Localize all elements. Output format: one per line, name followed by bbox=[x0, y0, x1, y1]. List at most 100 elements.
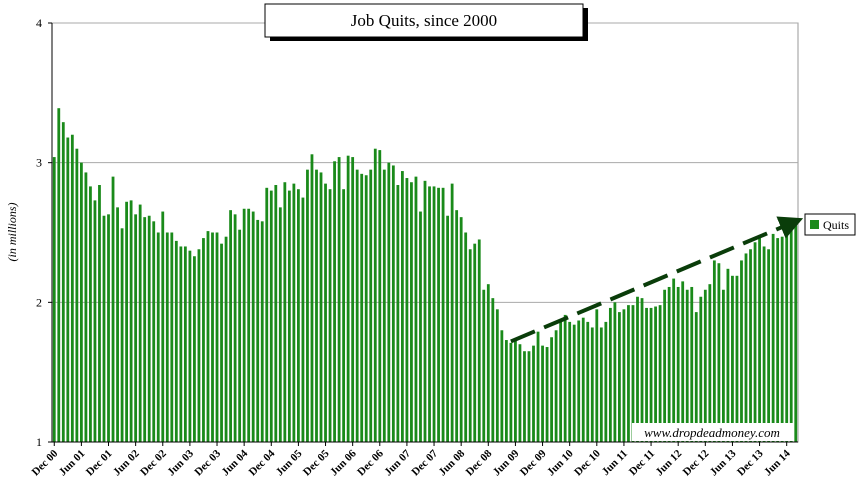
bar bbox=[599, 327, 603, 442]
bar bbox=[667, 286, 671, 442]
bar bbox=[120, 228, 124, 442]
bar bbox=[486, 284, 490, 442]
legend: Quits bbox=[804, 213, 856, 236]
bar bbox=[658, 305, 662, 442]
x-tick-label: Dec 01 bbox=[84, 448, 115, 479]
bar bbox=[287, 190, 291, 442]
bar bbox=[464, 232, 468, 442]
x-tick-label: Dec 09 bbox=[518, 447, 549, 478]
bar bbox=[468, 249, 472, 442]
x-tick-label: Dec 11 bbox=[627, 448, 657, 478]
bar bbox=[102, 215, 106, 442]
bar bbox=[351, 157, 355, 442]
bar bbox=[527, 351, 531, 442]
bar bbox=[740, 260, 743, 442]
bar bbox=[419, 211, 422, 442]
bar bbox=[183, 246, 187, 442]
y-axis-label: (in millions) bbox=[5, 202, 19, 261]
bar bbox=[437, 187, 440, 442]
bar bbox=[319, 172, 323, 442]
bar bbox=[794, 225, 798, 442]
bar bbox=[776, 238, 780, 442]
bar bbox=[79, 162, 83, 443]
bar bbox=[450, 183, 454, 442]
bar bbox=[541, 345, 544, 442]
trend-arrow bbox=[510, 216, 804, 344]
bar bbox=[550, 337, 553, 442]
bar bbox=[265, 187, 269, 442]
bar bbox=[197, 249, 201, 442]
bar bbox=[202, 238, 205, 442]
bar bbox=[726, 268, 730, 442]
bar bbox=[446, 215, 449, 442]
bar bbox=[84, 172, 88, 442]
bar bbox=[455, 210, 459, 442]
bar bbox=[306, 169, 309, 442]
bar bbox=[581, 317, 585, 442]
bar bbox=[703, 289, 707, 442]
bar bbox=[378, 150, 382, 442]
bar bbox=[174, 240, 178, 442]
bar bbox=[712, 260, 716, 442]
bar bbox=[694, 312, 698, 442]
bar bbox=[310, 154, 314, 443]
x-tick-label: Jun 06 bbox=[328, 447, 359, 478]
x-tick-label: Dec 06 bbox=[355, 447, 386, 478]
bar bbox=[645, 307, 648, 442]
bar bbox=[364, 175, 368, 443]
bar bbox=[618, 312, 621, 442]
bar bbox=[278, 207, 282, 442]
bar bbox=[89, 186, 92, 442]
bar bbox=[337, 157, 341, 442]
bar bbox=[568, 321, 572, 442]
bar bbox=[572, 324, 576, 442]
bar bbox=[731, 275, 734, 442]
bar bbox=[563, 314, 567, 442]
bar bbox=[604, 321, 608, 442]
bar bbox=[477, 239, 481, 442]
bar bbox=[360, 173, 364, 442]
bar bbox=[523, 351, 526, 442]
bar bbox=[663, 289, 667, 442]
x-tick-label: Dec 04 bbox=[247, 447, 278, 478]
bar bbox=[260, 221, 264, 442]
bar bbox=[681, 281, 685, 442]
x-tick-label: Jun 12 bbox=[654, 447, 685, 478]
bar bbox=[57, 108, 61, 442]
x-tick-label: Jun 08 bbox=[437, 447, 468, 478]
bar bbox=[346, 155, 350, 442]
bar bbox=[93, 200, 97, 442]
bar bbox=[613, 302, 617, 442]
bar bbox=[554, 330, 558, 442]
bar bbox=[631, 305, 635, 442]
x-tick-label: Dec 02 bbox=[138, 447, 169, 478]
bar bbox=[672, 278, 676, 442]
bar bbox=[722, 289, 725, 442]
bar bbox=[545, 347, 549, 442]
bar bbox=[251, 211, 255, 442]
bar bbox=[179, 246, 183, 442]
x-tick-label: Dec 12 bbox=[681, 447, 712, 478]
bar bbox=[247, 208, 251, 442]
bar bbox=[269, 190, 273, 442]
bar bbox=[66, 137, 70, 442]
bar bbox=[188, 250, 192, 442]
bar bbox=[690, 286, 694, 442]
bar bbox=[274, 185, 278, 442]
bar bbox=[767, 249, 771, 442]
bar bbox=[735, 275, 739, 442]
bar bbox=[220, 243, 223, 442]
x-tick-label: Jun 04 bbox=[220, 447, 251, 478]
bar bbox=[107, 214, 110, 442]
bar bbox=[324, 183, 327, 442]
y-tick-label: 1 bbox=[36, 435, 42, 449]
bar bbox=[753, 242, 757, 442]
bar bbox=[532, 345, 535, 442]
bar bbox=[391, 165, 395, 442]
bar bbox=[165, 232, 169, 442]
bar bbox=[292, 183, 296, 442]
y-tick-label: 2 bbox=[36, 295, 42, 309]
bar bbox=[495, 309, 499, 442]
bar bbox=[373, 148, 377, 442]
